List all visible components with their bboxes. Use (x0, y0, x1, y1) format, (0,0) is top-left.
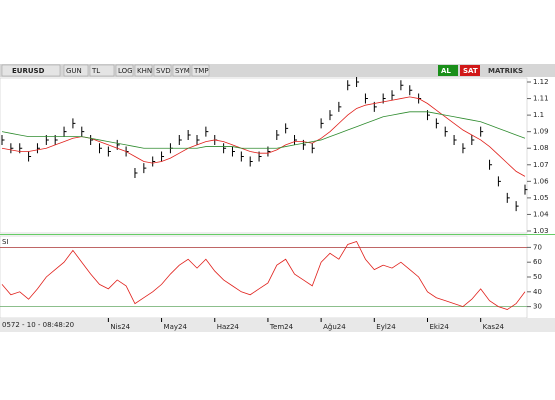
price-bar (205, 126, 209, 137)
y-tick-label: 60 (533, 258, 542, 266)
price-bar (178, 134, 182, 145)
y-tick-label: 1.11 (533, 95, 549, 103)
toolbar-button[interactable] (191, 64, 210, 77)
toolbar-button-label: GUN (66, 67, 82, 75)
toolbar-button-label: TMP (193, 67, 209, 75)
y-tick-label: 1.06 (533, 177, 549, 185)
price-bar (161, 151, 165, 162)
price-bar (347, 80, 351, 91)
trade-button[interactable] (460, 65, 480, 76)
price-bar (63, 126, 67, 137)
price-bar (134, 168, 138, 179)
price-bar (524, 184, 528, 195)
price-bar (453, 134, 457, 145)
price-bar (480, 126, 484, 137)
price-bar (329, 110, 333, 121)
status: 0572 - 10 - 08:48:20 (2, 321, 74, 329)
trade-button-label: SAT (463, 67, 478, 75)
x-tick-label: Haz24 (217, 323, 240, 331)
price-bar (356, 77, 360, 87)
y-tick-label: 50 (533, 273, 542, 281)
price-bar (90, 134, 94, 145)
trade-button[interactable] (438, 65, 458, 76)
price-bar (285, 123, 289, 134)
price-bar (28, 151, 32, 162)
time-axis (0, 318, 555, 332)
y-tick-label: 30 (533, 303, 542, 311)
toolbar-button[interactable] (115, 64, 134, 77)
price-bar (515, 201, 519, 212)
symbol: EURUSD (12, 67, 45, 75)
price-bar (462, 143, 466, 154)
toolbar-button[interactable] (134, 64, 153, 77)
y-tick-label: 40 (533, 288, 542, 296)
price-bar (444, 126, 448, 137)
price-bar (249, 156, 253, 167)
price-bar (187, 129, 191, 140)
toolbar-button-label: TL (91, 67, 100, 75)
price-bar (435, 118, 439, 129)
price-bar (107, 146, 111, 157)
y-tick-label: 1.08 (533, 144, 549, 152)
y-tick-label: 1.03 (533, 227, 549, 235)
x-tick-label: Eki24 (429, 323, 449, 331)
y-tick-label: 70 (533, 243, 542, 251)
price-bar (99, 143, 103, 154)
price-bar (311, 143, 315, 154)
price-bar (276, 129, 280, 140)
price-bar (497, 176, 501, 187)
price-bar (338, 101, 342, 112)
toolbar-button[interactable] (153, 64, 172, 77)
y-tick-label: 1.05 (533, 194, 549, 202)
price-bar (196, 134, 200, 145)
price-pane (0, 77, 528, 234)
toolbar-button-label: LOG (118, 67, 133, 75)
price-bar (81, 126, 85, 137)
x-tick-label: Eyl24 (376, 323, 396, 331)
price-bar (364, 93, 368, 104)
series-line (1, 111, 526, 149)
y-tick-label: 1.07 (533, 161, 549, 169)
price-bar (10, 143, 14, 154)
price-bar (1, 134, 5, 145)
y-tick-label: 1.12 (533, 78, 549, 86)
price-bar (152, 156, 156, 167)
toolbar-button-label: KHN (137, 67, 152, 75)
price-bar (391, 90, 395, 101)
toolbar-button[interactable] (172, 64, 191, 77)
brand: MATRIKS (488, 67, 523, 75)
price-bar (409, 85, 413, 96)
series-line (1, 240, 526, 311)
toolbar-button[interactable] (89, 64, 115, 77)
price-bar (72, 118, 76, 129)
price-bar (506, 192, 510, 203)
y-tick-label: 1.04 (533, 210, 549, 218)
rsi-pane (0, 235, 528, 319)
rsi-label: SI (2, 238, 9, 246)
toolbar-button-label: SYM (175, 67, 190, 75)
symbol-box[interactable] (1, 64, 61, 77)
price-bar (240, 151, 244, 162)
y-tick-label: 1.09 (533, 128, 549, 136)
y-tick-label: 1.1 (533, 111, 544, 119)
price-bar (489, 159, 493, 170)
x-tick-label: May24 (164, 323, 188, 331)
price-bar (400, 80, 404, 91)
x-tick-label: Nis24 (110, 323, 130, 331)
price-bar (231, 146, 235, 157)
price-bar (294, 134, 298, 145)
price-bar (223, 143, 227, 154)
trade-button-label: AL (441, 67, 451, 75)
price-bar (471, 134, 475, 145)
price-bar (143, 163, 147, 174)
toolbar-button-label: SVD (156, 67, 171, 75)
toolbar-button[interactable] (63, 64, 89, 77)
price-bar (36, 143, 40, 154)
price-bar (320, 118, 324, 129)
x-tick-label: Kas24 (483, 323, 505, 331)
x-tick-label: Ağu24 (323, 323, 346, 331)
x-tick-label: Tem24 (269, 323, 294, 331)
